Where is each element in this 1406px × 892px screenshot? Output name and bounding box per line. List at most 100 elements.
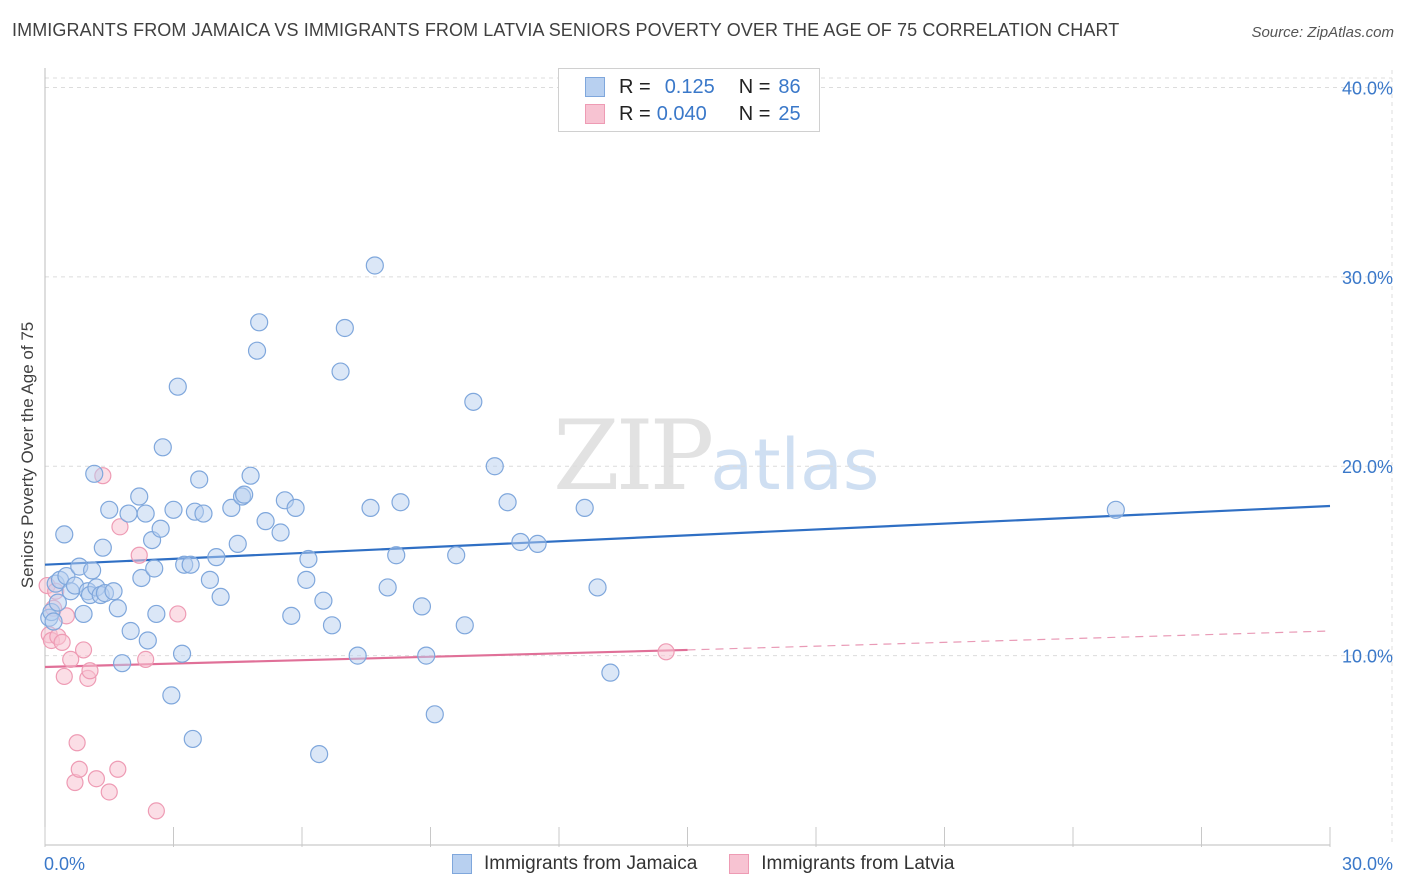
series-latvia-points xyxy=(38,467,675,820)
data-point-jamaica xyxy=(74,604,93,624)
data-point-latvia xyxy=(81,662,99,680)
data-point-jamaica xyxy=(575,498,594,517)
data-point-jamaica xyxy=(528,534,547,553)
legend-n-label: N = xyxy=(738,75,771,98)
legend-r-value: 0.040 xyxy=(656,102,707,125)
data-point-jamaica xyxy=(286,498,305,517)
data-point-jamaica xyxy=(147,604,166,624)
data-point-jamaica xyxy=(190,470,209,489)
y-tick-label: 20.0% xyxy=(1342,457,1393,477)
data-point-jamaica xyxy=(121,621,140,641)
x-tick-label-min: 0.0% xyxy=(44,854,85,874)
data-point-jamaica xyxy=(153,438,172,457)
data-point-latvia xyxy=(62,650,80,669)
legend-n-value: 25 xyxy=(778,102,801,125)
data-point-jamaica xyxy=(241,466,260,485)
data-point-jamaica xyxy=(1106,500,1125,519)
watermark-atlas: atlas xyxy=(710,424,880,506)
data-point-jamaica xyxy=(183,729,202,749)
data-point-jamaica xyxy=(299,549,318,569)
data-point-jamaica xyxy=(498,493,517,512)
chart-title: IMMIGRANTS FROM JAMAICA VS IMMIGRANTS FR… xyxy=(12,20,1120,40)
legend-swatch-jamaica xyxy=(585,77,605,97)
data-point-jamaica xyxy=(247,341,267,360)
legend-item-latvia[interactable]: Immigrants from Latvia xyxy=(729,853,955,875)
data-point-jamaica xyxy=(207,548,226,567)
data-point-jamaica xyxy=(222,498,241,517)
data-point-jamaica xyxy=(331,362,350,381)
data-point-latvia xyxy=(147,802,165,820)
data-point-jamaica xyxy=(164,500,183,519)
watermark-zip: ZIP xyxy=(553,400,714,512)
data-point-jamaica xyxy=(417,646,436,665)
axes xyxy=(44,68,1331,847)
data-point-jamaica xyxy=(322,616,342,635)
data-point-jamaica xyxy=(145,559,164,578)
data-point-jamaica xyxy=(447,546,466,565)
legend-row-jamaica: R = 0.125 N = 86 xyxy=(585,75,801,99)
data-point-jamaica xyxy=(601,663,620,682)
y-tick-label: 30.0% xyxy=(1342,268,1393,288)
data-point-jamaica xyxy=(387,546,406,565)
data-point-jamaica xyxy=(112,654,132,673)
data-point-jamaica xyxy=(136,504,155,523)
source-label: Source: ZipAtlas.com xyxy=(1251,24,1394,41)
data-point-jamaica xyxy=(228,534,247,553)
x-tick-label-max: 30.0% xyxy=(1342,854,1393,874)
data-point-jamaica xyxy=(100,500,119,519)
data-point-jamaica xyxy=(48,593,67,612)
data-point-jamaica xyxy=(378,578,397,597)
data-point-latvia xyxy=(100,783,118,801)
data-point-jamaica xyxy=(85,464,104,483)
legend-row-latvia: R = 0.040 N = 25 xyxy=(585,102,801,126)
legend-r-label: R = xyxy=(619,75,651,98)
data-point-latvia xyxy=(55,667,73,686)
data-point-jamaica xyxy=(588,578,607,597)
data-point-jamaica xyxy=(181,555,200,574)
data-point-latvia xyxy=(111,518,129,536)
data-point-jamaica xyxy=(464,392,483,411)
legend-r-value: 0.125 xyxy=(664,75,715,98)
data-point-jamaica xyxy=(361,498,380,517)
data-point-jamaica xyxy=(455,616,474,635)
data-point-jamaica xyxy=(348,646,367,665)
data-point-jamaica xyxy=(130,487,149,506)
data-point-latvia xyxy=(87,770,106,788)
data-point-jamaica xyxy=(391,493,410,512)
data-point-latvia xyxy=(137,650,155,669)
y-tick-label: 40.0% xyxy=(1342,78,1393,98)
series-legend: Immigrants from Jamaica Immigrants from … xyxy=(452,852,987,876)
data-point-jamaica xyxy=(119,504,138,523)
legend-label-latvia: Immigrants from Latvia xyxy=(761,853,955,874)
legend-item-jamaica[interactable]: Immigrants from Jamaica xyxy=(452,853,697,875)
trend-lines xyxy=(44,504,1331,669)
data-point-jamaica xyxy=(235,485,254,504)
data-point-jamaica xyxy=(200,570,220,589)
data-point-jamaica xyxy=(282,606,301,625)
tick-labels: 10.0% 20.0% 30.0% 40.0% 0.0% 30.0% xyxy=(44,78,1393,874)
legend-n-label: N = xyxy=(738,102,771,125)
data-point-jamaica xyxy=(310,744,329,764)
data-point-jamaica xyxy=(211,587,230,607)
data-point-jamaica xyxy=(172,644,192,663)
data-point-jamaica xyxy=(425,705,444,724)
data-point-jamaica xyxy=(168,377,187,396)
legend-swatch-latvia xyxy=(729,854,750,874)
watermark: ZIPatlas xyxy=(553,400,879,512)
legend-n-value: 86 xyxy=(778,75,801,98)
data-point-jamaica xyxy=(93,538,112,557)
data-point-latvia xyxy=(109,760,127,778)
data-point-latvia xyxy=(169,605,187,623)
data-point-jamaica xyxy=(335,318,354,338)
data-point-latvia xyxy=(657,643,675,661)
data-point-latvia xyxy=(53,633,71,651)
legend-r-label: R = xyxy=(619,102,651,125)
legend-label-jamaica: Immigrants from Jamaica xyxy=(484,853,698,874)
series-jamaica-points xyxy=(40,256,1125,764)
data-point-jamaica xyxy=(194,504,213,523)
data-point-jamaica xyxy=(138,631,157,650)
y-tick-label: 10.0% xyxy=(1342,647,1393,667)
legend-swatch-latvia xyxy=(585,104,605,124)
data-point-jamaica xyxy=(83,561,102,580)
